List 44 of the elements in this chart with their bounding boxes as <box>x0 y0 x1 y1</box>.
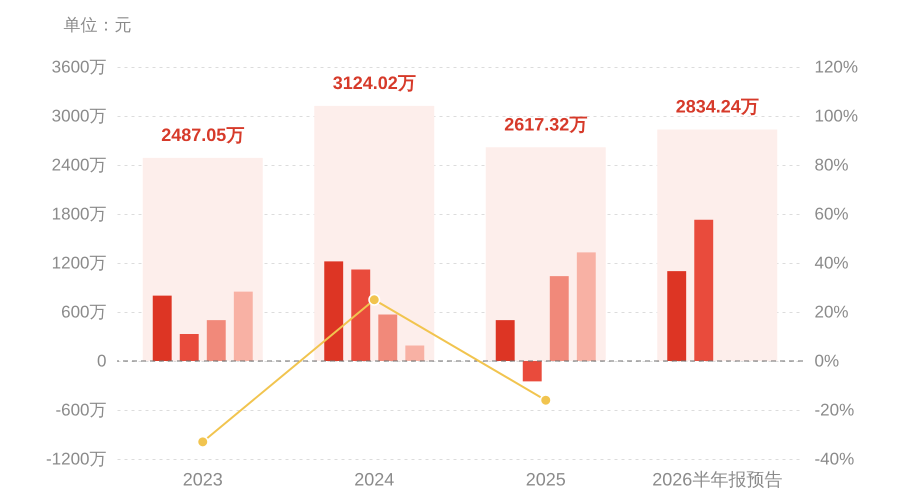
y-tick-label: 3600万 <box>52 58 106 76</box>
y2-tick-label: 20% <box>814 302 849 322</box>
y-tick-label: 2400万 <box>52 156 106 174</box>
data-label: 2834.24万 <box>676 96 759 117</box>
bar <box>667 271 686 361</box>
y-tick-label: 1800万 <box>52 204 106 224</box>
x-tick-label: 2023 <box>182 470 223 490</box>
x-tick-label: 2025 <box>526 470 566 490</box>
y2-tick-label: 0% <box>814 352 840 370</box>
bar <box>351 270 370 361</box>
bar <box>576 252 596 361</box>
y2-tick-label: 120% <box>814 58 858 76</box>
x-tick-label: 2026半年报预告 <box>652 470 782 490</box>
data-label: 3124.02万 <box>332 72 416 93</box>
y-tick-label: 0 <box>97 352 106 370</box>
bar <box>694 220 714 361</box>
bar <box>152 296 172 361</box>
bar <box>378 314 398 361</box>
bar <box>180 334 199 361</box>
y-axis-title: 单位：元 <box>64 16 132 34</box>
data-label: 2617.32万 <box>504 114 588 134</box>
bar <box>405 345 424 361</box>
y-tick-label: -600万 <box>55 400 106 420</box>
y-tick-label: 600万 <box>61 302 106 322</box>
bar <box>206 320 226 361</box>
data-label: 2487.05万 <box>161 124 244 145</box>
y-tick-label: 3000万 <box>52 106 106 126</box>
y-tick-label: 1200万 <box>52 254 106 272</box>
y2-tick-label: -20% <box>814 400 854 420</box>
bar <box>522 361 542 382</box>
bar <box>496 320 515 361</box>
point <box>368 294 380 306</box>
y2-tick-label: -40% <box>814 450 854 468</box>
y2-tick-label: 40% <box>814 254 849 272</box>
y2-tick-label: 100% <box>814 106 858 126</box>
x-tick-label: 2024 <box>354 470 394 490</box>
y2-tick-label: 60% <box>814 204 849 224</box>
bar <box>234 292 253 361</box>
y-tick-label: -1200万 <box>46 450 106 468</box>
bar <box>550 276 569 361</box>
point <box>540 394 552 406</box>
point <box>196 436 209 448</box>
bar <box>324 261 344 361</box>
y2-tick-label: 80% <box>814 156 849 174</box>
